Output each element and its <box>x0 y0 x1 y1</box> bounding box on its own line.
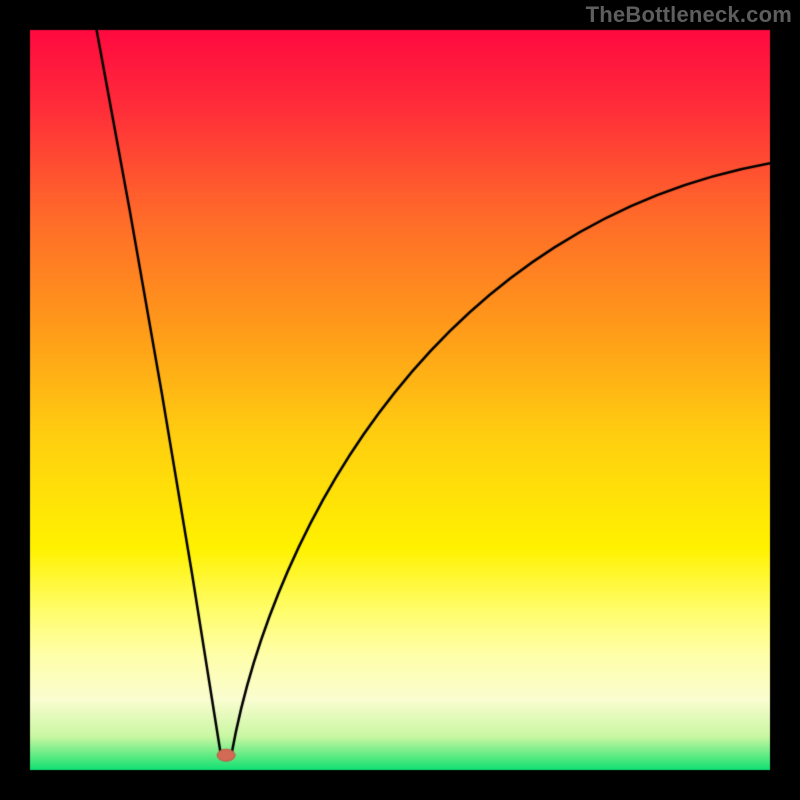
watermark-text: TheBottleneck.com <box>586 2 792 28</box>
figure-root: TheBottleneck.com <box>0 0 800 800</box>
chart-canvas <box>0 0 800 800</box>
